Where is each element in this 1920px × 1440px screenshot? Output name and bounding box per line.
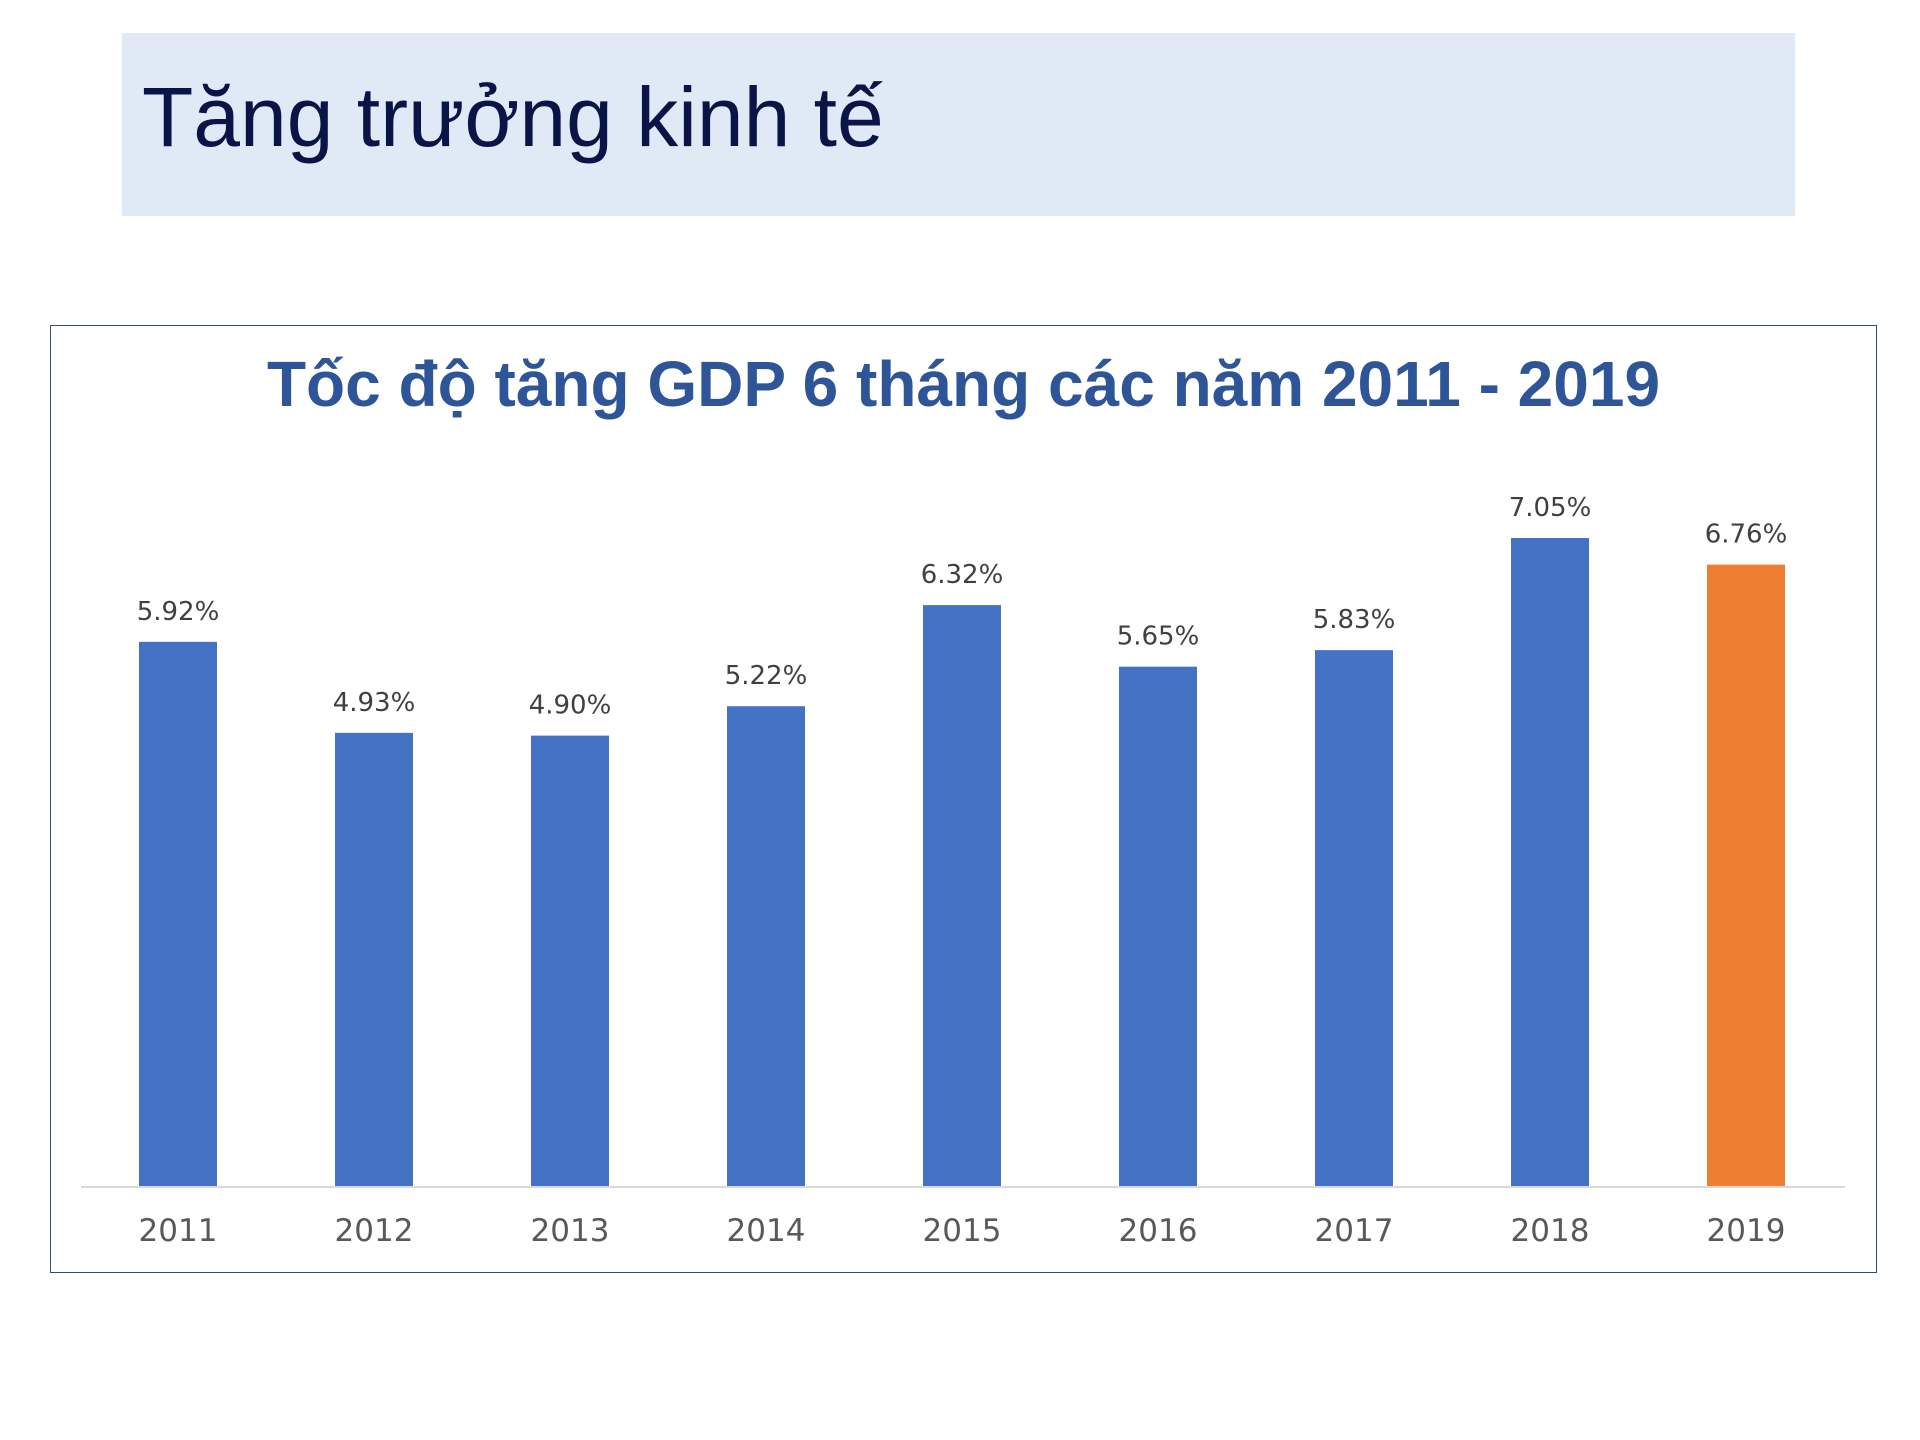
data-label-2015: 6.32% [921, 560, 1004, 590]
bar-2018 [1511, 538, 1589, 1186]
tick-label-2016: 2016 [1119, 1213, 1198, 1249]
bar-chart: 5.92% 2011 4.93% 2012 4.90% 2013 5.22% 2014 6.32… [81, 493, 1845, 1249]
bar-2015 [923, 605, 1001, 1186]
bar-2019 [1707, 564, 1785, 1186]
tick-label-2012: 2012 [335, 1213, 414, 1249]
tick-label-2015: 2015 [923, 1213, 1002, 1249]
bar-2014 [727, 706, 805, 1186]
tick-label-2014: 2014 [727, 1213, 806, 1249]
tick-label-2017: 2017 [1315, 1213, 1394, 1249]
tick-label-2011: 2011 [139, 1213, 218, 1249]
tick-label-2019: 2019 [1707, 1213, 1786, 1249]
bar-2017 [1315, 650, 1393, 1186]
slide-title: Tăng trưởng kinh tế [142, 70, 884, 164]
bar-2012 [335, 732, 413, 1186]
bar-2013 [531, 735, 609, 1186]
tick-label-2018: 2018 [1511, 1213, 1590, 1249]
chart-frame: Tốc độ tăng GDP 6 tháng các năm 2011 - 2… [50, 325, 1877, 1273]
chart-title: Tốc độ tăng GDP 6 tháng các năm 2011 - 2… [266, 348, 1661, 420]
title-band: Tăng trưởng kinh tế [122, 33, 1795, 216]
data-label-2012: 4.93% [333, 688, 416, 718]
bar-2016 [1119, 666, 1197, 1186]
data-label-2011: 5.92% [137, 597, 220, 627]
bar-2011 [139, 641, 217, 1186]
data-label-2019: 6.76% [1705, 520, 1788, 550]
data-label-2016: 5.65% [1117, 622, 1200, 652]
data-label-2018: 7.05% [1509, 493, 1592, 523]
data-label-2017: 5.83% [1313, 605, 1396, 635]
data-label-2013: 4.90% [529, 691, 612, 721]
data-label-2014: 5.22% [725, 661, 808, 691]
tick-label-2013: 2013 [531, 1213, 610, 1249]
